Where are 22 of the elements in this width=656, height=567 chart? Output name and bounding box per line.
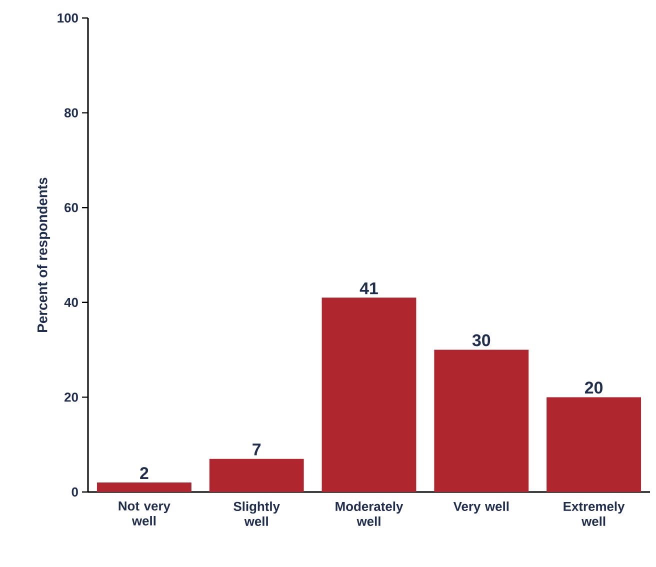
bar — [322, 298, 416, 492]
y-tick-label: 80 — [64, 108, 78, 118]
y-tick-label: 0 — [72, 487, 78, 497]
x-tick-label: Extremely well — [564, 502, 625, 526]
bar — [434, 350, 529, 492]
y-tick-label: 100 — [58, 13, 78, 23]
y-tick-label: 40 — [64, 298, 78, 307]
y-tick-label: 60 — [64, 203, 78, 212]
y-axis-title: Percent of respondents — [37, 178, 50, 332]
data-label: 30 — [472, 334, 490, 346]
y-tick-label: 20 — [64, 392, 78, 402]
data-label: 20 — [584, 382, 603, 394]
data-label: 2 — [140, 467, 148, 479]
bar — [209, 458, 304, 492]
data-label: 7 — [252, 444, 261, 456]
x-tick-label: Slightly well — [234, 502, 280, 526]
bar — [96, 482, 192, 492]
x-tick-label: Not very well — [118, 502, 170, 526]
bar — [546, 397, 642, 492]
x-tick-label: Moderately well — [336, 502, 404, 526]
data-label: 41 — [360, 282, 378, 294]
x-tick-label: Very well — [453, 502, 509, 514]
